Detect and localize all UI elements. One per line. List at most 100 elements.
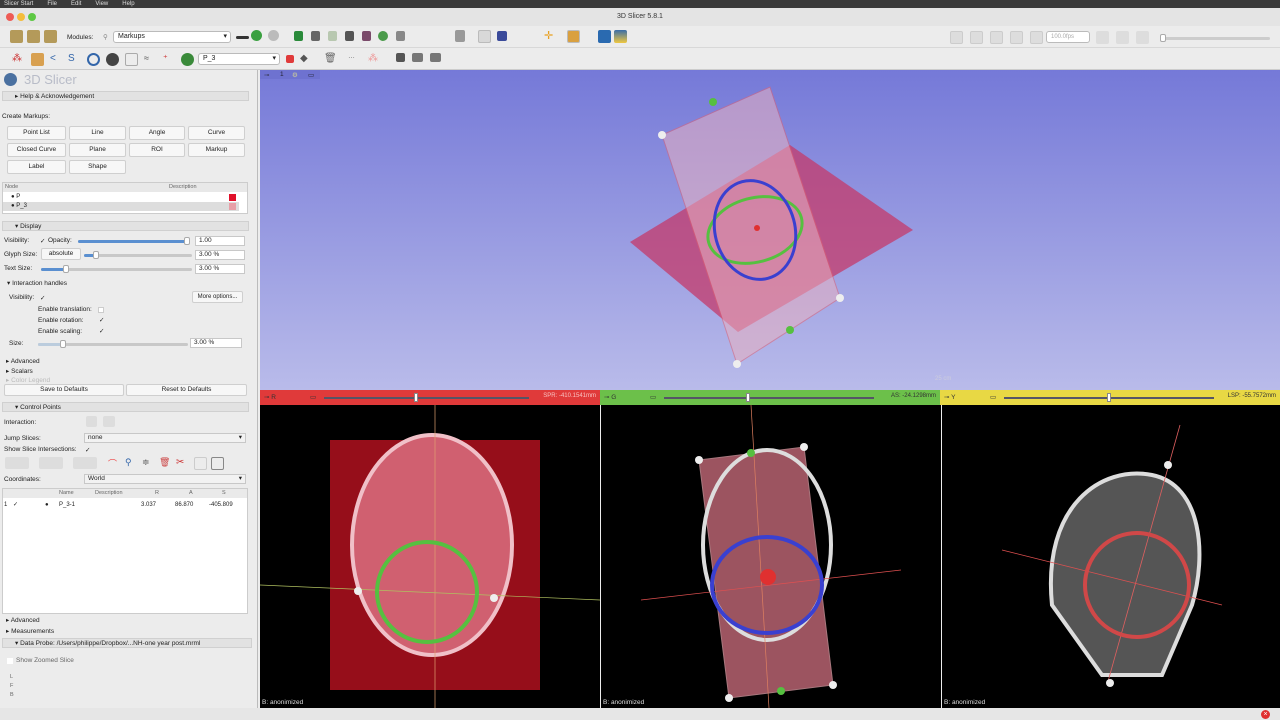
pin-icon[interactable]: ⊸ R	[264, 394, 276, 401]
menu-app[interactable]: Slicer Start	[4, 1, 34, 7]
maximize-view-icon[interactable]: ▭	[650, 394, 657, 401]
markup-icon[interactable]: ≈	[144, 53, 149, 63]
first-frame-icon[interactable]	[950, 31, 963, 44]
visibility-icon[interactable]: ◆	[300, 53, 308, 64]
green-slice-offset-slider[interactable]	[664, 393, 874, 402]
save-icon[interactable]	[44, 30, 57, 43]
opacity-spinbox[interactable]: 1.00	[195, 236, 245, 246]
module-search-icon[interactable]: ⚲	[103, 34, 108, 41]
node-row[interactable]: ● P	[3, 193, 239, 202]
paste-icon[interactable]	[211, 457, 224, 470]
fps-spinbox[interactable]: 100.0fps	[1046, 31, 1090, 43]
pin-icon[interactable]: ⊸ G	[604, 394, 617, 401]
module-models-icon[interactable]	[328, 31, 337, 41]
text-size-slider[interactable]	[41, 265, 192, 273]
point-list-icon[interactable]: ⁂	[12, 53, 22, 64]
maximize-window-button[interactable]	[28, 13, 36, 21]
module-selector[interactable]: Markups ▾	[113, 31, 231, 43]
interaction-handles-section[interactable]: ▾ Interaction handles	[7, 280, 68, 287]
visibility-toggle-icon[interactable]	[5, 457, 29, 469]
measurements-section[interactable]: ▸ Measurements	[6, 628, 55, 635]
module-volumes-icon[interactable]	[311, 31, 320, 41]
coordinates-select[interactable]: World ▾	[84, 474, 246, 484]
red-slice-offset-slider[interactable]	[324, 393, 529, 402]
roi-icon[interactable]	[125, 53, 138, 66]
create-angle-button[interactable]: Angle	[129, 126, 185, 140]
markup-node-selector[interactable]: P_3 ▾	[198, 53, 280, 65]
module-data-icon[interactable]	[294, 31, 303, 41]
copy-icon[interactable]	[194, 457, 207, 470]
data-probe-section[interactable]: ▾ Data Probe: /Users/philippe/Dropbox/..…	[2, 638, 252, 648]
maximize-view-icon[interactable]: ▭	[310, 394, 317, 401]
extensions-icon[interactable]	[598, 30, 611, 43]
glyph-size-spinbox[interactable]: 3.00 %	[195, 250, 245, 260]
label-icon[interactable]: ⁺	[163, 53, 168, 63]
place-point-icon[interactable]: ⚲	[125, 457, 132, 467]
menu-file[interactable]: File	[47, 1, 58, 7]
red-slice-view[interactable]: B: anonimized	[260, 405, 600, 708]
more-icon[interactable]: …	[348, 53, 355, 60]
previous-frame-icon[interactable]	[970, 31, 983, 44]
minimize-window-button[interactable]	[17, 13, 25, 21]
maximize-view-icon[interactable]: ▭	[990, 394, 997, 401]
layout-icon[interactable]	[455, 30, 465, 42]
handle[interactable]	[747, 449, 755, 457]
handle[interactable]	[829, 681, 837, 689]
create-curve-button[interactable]: Curve	[188, 126, 245, 140]
opacity-slider[interactable]	[78, 237, 190, 245]
color-swatch-icon[interactable]	[286, 55, 294, 63]
control-point-row[interactable]: 1 ✓ ● P_3-1 3.037 86.870 -405.809	[3, 500, 247, 510]
handle[interactable]	[777, 687, 785, 695]
pin-icon[interactable]: ⊸ Y	[944, 394, 956, 401]
corner-handle[interactable]	[836, 294, 844, 302]
corner-handle[interactable]	[733, 360, 741, 368]
python-icon[interactable]	[614, 30, 627, 43]
sequence-slider[interactable]	[1160, 34, 1270, 42]
curve-icon[interactable]: S	[68, 53, 75, 64]
scalars-section[interactable]: ▸ Scalars	[6, 368, 33, 375]
rotation-handle[interactable]	[709, 98, 717, 106]
next-frame-icon[interactable]	[1010, 31, 1023, 44]
create-closed-curve-button[interactable]: Closed Curve	[7, 143, 66, 157]
line-icon[interactable]	[31, 53, 44, 66]
load-data-icon[interactable]	[10, 30, 23, 43]
unset-icon[interactable]: ≑	[142, 457, 150, 467]
jump-slices-select[interactable]: none ▾	[84, 433, 246, 443]
handle[interactable]	[354, 587, 362, 595]
point-a[interactable]: 86.870	[175, 502, 194, 508]
settings-icon[interactable]: ⚙	[292, 72, 298, 79]
create-plane-button[interactable]: Plane	[69, 143, 126, 157]
menu-help[interactable]: Help	[122, 1, 135, 7]
shape-icon[interactable]	[181, 53, 194, 66]
select-all-icon[interactable]	[39, 457, 63, 469]
lock-toggle-icon[interactable]	[73, 457, 97, 469]
handle[interactable]	[695, 456, 703, 464]
show-intersections-checkbox[interactable]: ✓	[85, 447, 91, 454]
plane-icon[interactable]	[106, 53, 119, 66]
lock-points-icon[interactable]	[86, 416, 97, 427]
visibility-checkbox[interactable]: ✓	[40, 238, 46, 245]
module-segment-icon[interactable]	[362, 31, 371, 41]
create-roi-button[interactable]: ROI	[129, 143, 185, 157]
last-frame-icon[interactable]	[1030, 31, 1043, 44]
delete-point-icon[interactable]: 🗑	[159, 457, 171, 467]
advanced-section[interactable]: ▸ Advanced	[6, 358, 40, 365]
handle-size-spinbox[interactable]: 3.00 %	[190, 338, 242, 348]
text-size-spinbox[interactable]: 3.00 %	[195, 264, 245, 274]
corner-handle[interactable]	[658, 131, 666, 139]
jump-icon[interactable]: ⌒	[108, 459, 118, 469]
screenshot-icon[interactable]	[396, 53, 405, 62]
enable-scaling-checkbox[interactable]: ✓	[99, 328, 105, 335]
node-row-selected[interactable]: ● P_3	[3, 202, 239, 211]
forward-icon[interactable]	[268, 30, 279, 41]
glyph-size-slider[interactable]	[84, 251, 192, 259]
menu-edit[interactable]: Edit	[71, 1, 82, 7]
green-slice-view[interactable]: B: anonimized	[601, 405, 941, 708]
module-markups-icon[interactable]	[396, 31, 405, 41]
handle[interactable]	[725, 694, 733, 702]
snapshot-icon[interactable]	[1136, 31, 1149, 44]
yellow-slice-offset-slider[interactable]	[1004, 393, 1214, 402]
advanced-section-2[interactable]: ▸ Advanced	[6, 617, 40, 624]
point-selected-checkbox[interactable]: ✓	[13, 502, 19, 508]
close-window-button[interactable]	[6, 13, 14, 21]
